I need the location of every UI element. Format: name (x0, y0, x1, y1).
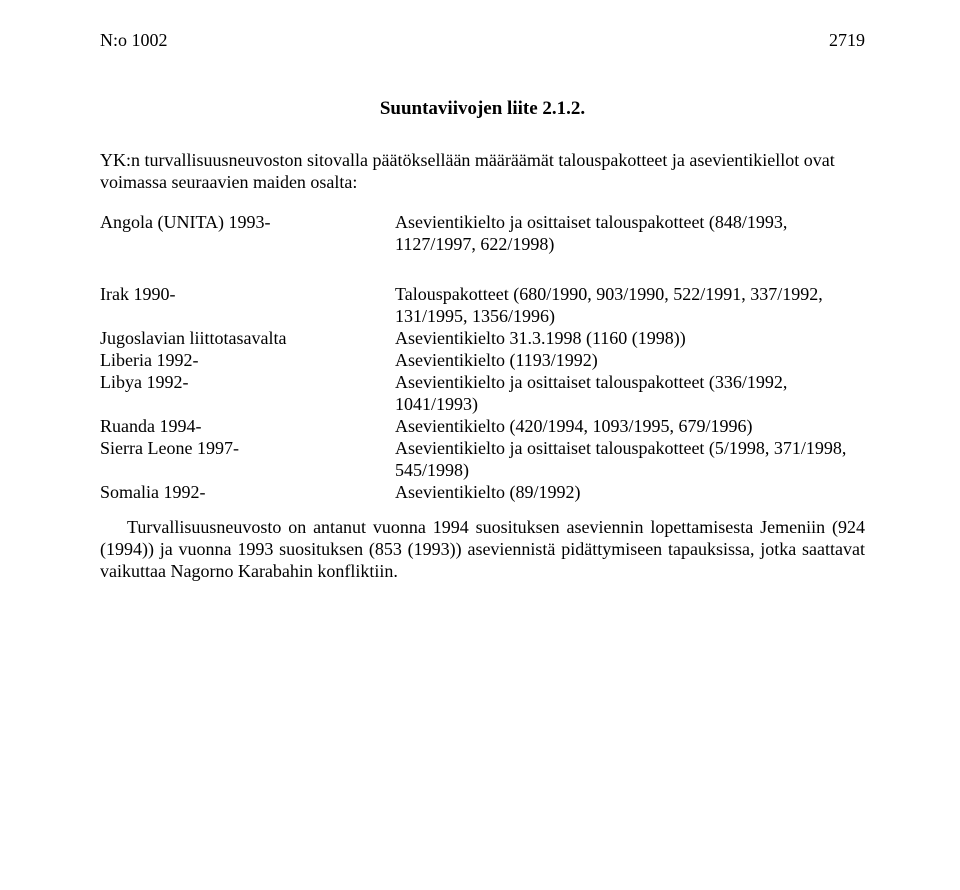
desc-sierra-leone: Asevientikielto ja osittaiset talouspako… (395, 438, 865, 482)
desc-liberia: Asevientikielto (1193/1992) (395, 350, 865, 372)
row-sierra-leone: Sierra Leone 1997- Asevientikielto ja os… (100, 438, 865, 482)
country-liberia: Liberia 1992- (100, 350, 395, 372)
country-angola: Angola (UNITA) 1993- (100, 212, 395, 256)
row-liberia: Liberia 1992- Asevientikielto (1193/1992… (100, 350, 865, 372)
country-sierra-leone: Sierra Leone 1997- (100, 438, 395, 482)
footer-paragraph: Turvallisuusneuvosto on antanut vuonna 1… (100, 517, 865, 583)
desc-somalia: Asevientikielto (89/1992) (395, 482, 865, 504)
row-ruanda: Ruanda 1994- Asevientikielto (420/1994, … (100, 416, 865, 438)
country-somalia: Somalia 1992- (100, 482, 395, 504)
annex-title: Suuntaviivojen liite 2.1.2. (100, 97, 865, 120)
page-header: N:o 1002 2719 (100, 30, 865, 52)
desc-angola: Asevientikielto ja osittaiset talouspako… (395, 212, 865, 256)
country-ruanda: Ruanda 1994- (100, 416, 395, 438)
desc-jugoslavian: Asevientikielto 31.3.1998 (1160 (1998)) (395, 328, 865, 350)
document-page: N:o 1002 2719 Suuntaviivojen liite 2.1.2… (0, 0, 960, 890)
country-jugoslavian: Jugoslavian liittotasavalta (100, 328, 395, 350)
row-angola: Angola (UNITA) 1993- Asevientikielto ja … (100, 212, 865, 256)
desc-ruanda: Asevientikielto (420/1994, 1093/1995, 67… (395, 416, 865, 438)
row-somalia: Somalia 1992- Asevientikielto (89/1992) (100, 482, 865, 504)
row-jugoslavian: Jugoslavian liittotasavalta Asevientikie… (100, 328, 865, 350)
intro-paragraph: YK:n turvallisuusneuvoston sitovalla pää… (100, 150, 865, 194)
desc-irak: Talouspakotteet (680/1990, 903/1990, 522… (395, 284, 865, 328)
country-libya: Libya 1992- (100, 372, 395, 416)
desc-libya: Asevientikielto ja osittaiset talouspako… (395, 372, 865, 416)
spacer (100, 256, 865, 284)
country-irak: Irak 1990- (100, 284, 395, 328)
row-libya: Libya 1992- Asevientikielto ja osittaise… (100, 372, 865, 416)
header-left: N:o 1002 (100, 30, 168, 52)
row-irak: Irak 1990- Talouspakotteet (680/1990, 90… (100, 284, 865, 328)
header-right: 2719 (829, 30, 865, 52)
